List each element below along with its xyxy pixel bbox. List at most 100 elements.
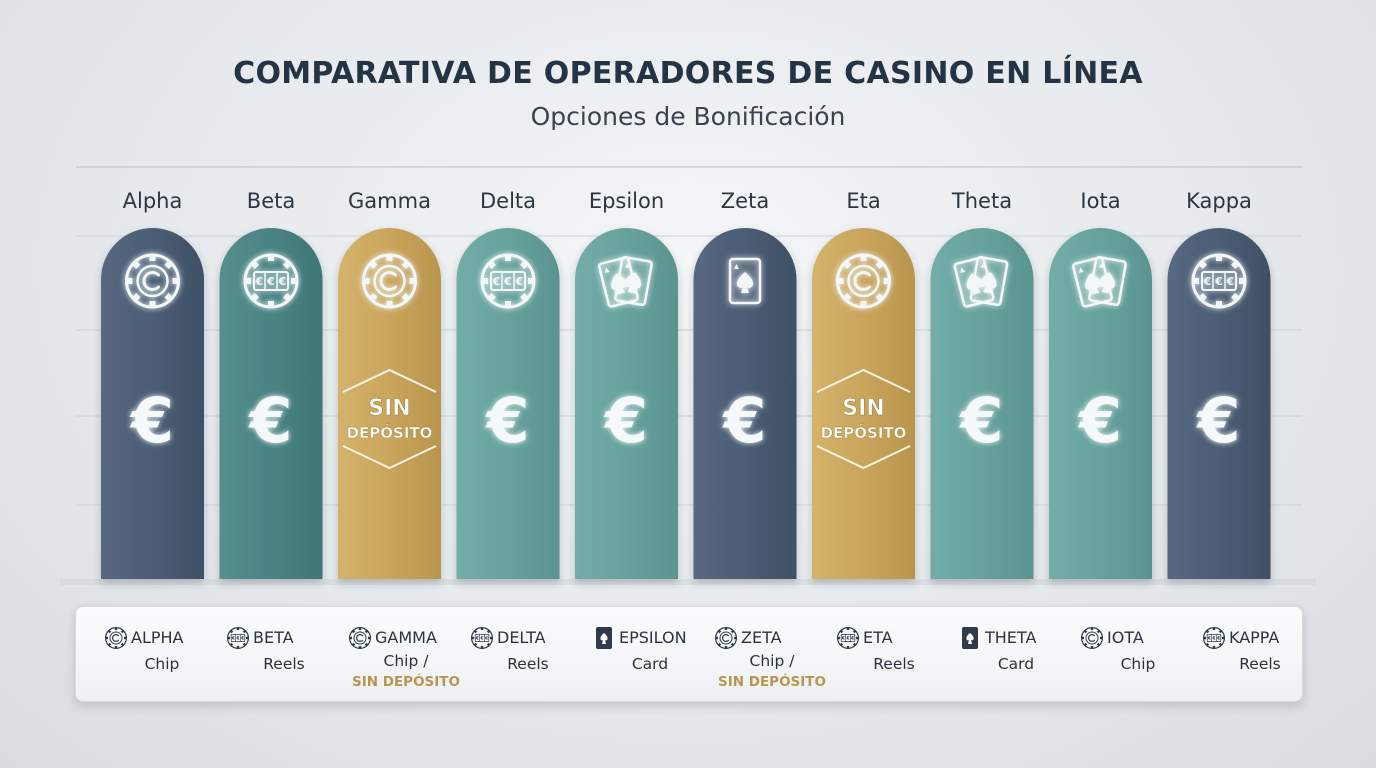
sin-deposito-badge: SIN DEPÓSITO [816,368,911,470]
legend-name: ZETA [741,628,782,647]
euro-mark: € [1195,384,1240,457]
legend-extra: SIN DEPÓSITO [718,674,826,690]
badge-line2: DEPÓSITO [821,423,907,442]
legend-item: IOTA Chip [1077,607,1199,701]
bar [456,228,560,579]
bar [338,228,441,579]
bar [693,228,797,579]
category-label: Zeta [721,189,769,213]
legend-name: ALPHA [131,628,184,647]
reels-icon: € € € [243,253,299,309]
svg-text:€: € [475,636,479,642]
badge-line1: SIN [368,396,410,421]
bar [1167,228,1271,579]
svg-text:€: € [1207,636,1211,642]
legend-name: THETA [985,628,1037,647]
legend-item: ALPHA Chip [101,607,223,701]
reels-icon: € € € [1203,627,1225,649]
bar [930,228,1034,579]
euro-mark: € [129,384,174,457]
svg-text:€: € [1203,275,1212,288]
legend-item: THETA Card [955,607,1077,701]
euro-mark: € [721,384,766,457]
legend-extra: SIN DEPÓSITO [352,674,460,690]
legend-item: EPSILON Card [589,607,711,701]
cards-icon [598,255,653,308]
legend-item: € € € ETA Reels [833,607,955,701]
legend-type: Reels [507,655,549,673]
legend-name: EPSILON [619,628,687,647]
chip-icon [715,627,737,649]
legend-name: DELTA [497,628,546,647]
card-icon [962,627,978,649]
legend-panel: ALPHA Chip € € € BETA Reels GAMMA Chip / SIN DEPÓ… [75,606,1303,702]
cards-icon [1072,255,1127,308]
card-icon [728,257,762,305]
category-label: Alpha [123,189,183,213]
svg-text:€: € [492,275,501,288]
chip-icon [362,253,417,309]
svg-text:€: € [1214,275,1223,288]
reels-icon: € € € [837,627,859,649]
svg-text:€: € [278,275,287,288]
legend-type: Reels [1239,655,1281,673]
legend-type: Chip [144,655,180,673]
svg-text:€: € [1211,636,1215,642]
bar-chart: Alpha Beta Gamma Delta Epsilon Zeta Eta Theta Io… [60,166,1316,585]
svg-text:€: € [503,275,512,288]
category-label: Theta [951,189,1012,213]
svg-text:€: € [479,636,483,642]
euro-mark: € [603,384,648,457]
reels-icon: € € € [471,627,493,649]
legend-type: Card [997,655,1035,673]
card-icon [596,627,612,649]
badge-line2: DEPÓSITO [347,423,433,442]
chip-icon [125,253,180,309]
euro-mark: € [247,384,292,457]
svg-text:€: € [266,275,275,288]
svg-text:€: € [841,636,845,642]
chip-icon [105,627,127,649]
legend-item: € € € KAPPA Reels [1199,607,1321,701]
legend-name: BETA [253,628,294,647]
svg-text:€: € [515,275,524,288]
svg-text:€: € [1216,636,1220,642]
category-labels: Alpha Beta Gamma Delta Epsilon Zeta Eta Theta Io… [123,189,1252,213]
legend-item: € € € BETA Reels [223,607,345,701]
legend-item: ZETA Chip / SIN DEPÓSITO [711,607,833,701]
bar [219,228,323,579]
category-label: Iota [1080,189,1120,213]
legend-type: Card [631,655,669,673]
reels-icon: € € € [480,253,536,309]
legend-item: € € € DELTA Reels [467,607,589,701]
bar [812,228,915,579]
legend-name: KAPPA [1229,628,1280,647]
category-label: Beta [247,189,295,213]
bar [1049,228,1152,579]
svg-text:€: € [484,636,488,642]
svg-text:€: € [235,636,239,642]
reels-icon: € € € [1191,253,1247,309]
legend-type: Reels [873,655,915,673]
badge-line1: SIN [842,396,884,421]
bar [101,228,204,579]
euro-mark: € [958,384,1003,457]
category-label: Epsilon [589,189,664,213]
legend-type: Chip [1120,655,1156,673]
svg-text:€: € [231,636,235,642]
reels-icon: € € € [227,627,249,649]
euro-mark: € [484,384,529,457]
legend-name: GAMMA [375,628,437,647]
legend-name: ETA [863,628,893,647]
svg-text:€: € [240,636,244,642]
legend-type: Chip / [383,652,429,670]
bar [575,228,678,579]
euro-mark: € [1077,384,1122,457]
svg-text:€: € [845,636,849,642]
legend-name: IOTA [1107,628,1144,647]
svg-text:€: € [1226,275,1235,288]
category-label: Kappa [1186,189,1252,213]
chip-icon [836,253,891,309]
cards-icon [953,255,1009,308]
